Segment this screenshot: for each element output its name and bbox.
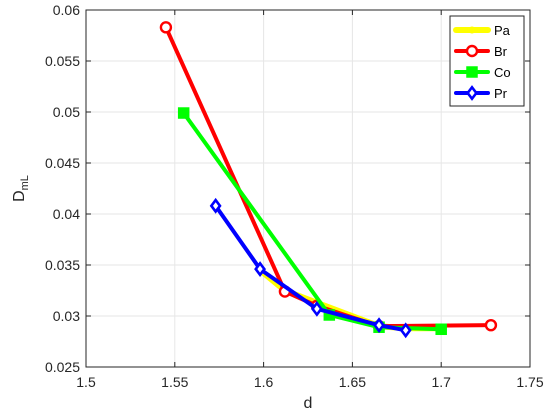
y-tick-label: 0.025 — [45, 359, 80, 375]
y-tick-label: 0.06 — [53, 2, 80, 18]
series-pr-point — [399, 322, 412, 339]
legend-label-br: Br — [494, 44, 508, 59]
series-pr-point — [373, 317, 385, 334]
legend-label-co: Co — [494, 65, 511, 80]
x-tick-label: 1.7 — [431, 374, 451, 390]
series-pr — [209, 197, 412, 339]
series-co-line — [181, 111, 444, 332]
y-axis-label-main: D — [11, 190, 28, 202]
x-tick-label: 1.5 — [76, 374, 96, 390]
series-layer — [159, 21, 498, 339]
y-tick-label: 0.035 — [45, 257, 80, 273]
legend-marker-pr — [466, 85, 478, 101]
series-co-point — [435, 323, 447, 336]
series-pr-point — [254, 261, 266, 277]
legend-entry-br: Br — [454, 44, 508, 59]
series-br-point — [484, 318, 498, 332]
legend-entry-pr: Pr — [454, 85, 508, 101]
series-pr-point — [209, 197, 222, 214]
x-tick-label: 1.75 — [516, 374, 543, 390]
legend-label-pa: Pa — [494, 23, 511, 38]
legend-entry-pa: Pa — [453, 23, 511, 38]
y-axis-ticks: 0.025 0.03 0.035 0.04 0.045 0.05 0.055 0.06 — [45, 2, 530, 375]
y-axis-label-subscript: mL — [19, 175, 31, 190]
x-tick-label: 1.65 — [339, 374, 366, 390]
legend-marker-pa — [468, 26, 476, 34]
y-tick-label: 0.055 — [45, 53, 80, 69]
legend-marker-co — [466, 66, 478, 78]
legend-marker-br — [465, 44, 479, 58]
y-tick-label: 0.04 — [53, 206, 80, 222]
x-axis-ticks: 1.5 1.55 1.6 1.65 1.7 1.75 — [76, 10, 544, 390]
y-tick-label: 0.045 — [45, 155, 80, 171]
y-tick-label: 0.05 — [53, 104, 80, 120]
series-co-point — [177, 107, 190, 119]
y-tick-label: 0.03 — [53, 308, 80, 324]
series-br-point — [159, 21, 173, 34]
axes — [85, 9, 531, 368]
y-axis-label: DmL — [11, 175, 31, 202]
x-tick-label: 1.55 — [161, 374, 188, 390]
legend-entry-co: Co — [454, 65, 511, 80]
plot-frame — [85, 9, 531, 368]
legend-label-pr: Pr — [494, 86, 508, 101]
x-tick-label: 1.6 — [254, 374, 274, 390]
series-pr-point — [310, 300, 323, 317]
x-axis-label: d — [304, 395, 313, 412]
legend: Pa Br Co Pr — [449, 15, 525, 107]
